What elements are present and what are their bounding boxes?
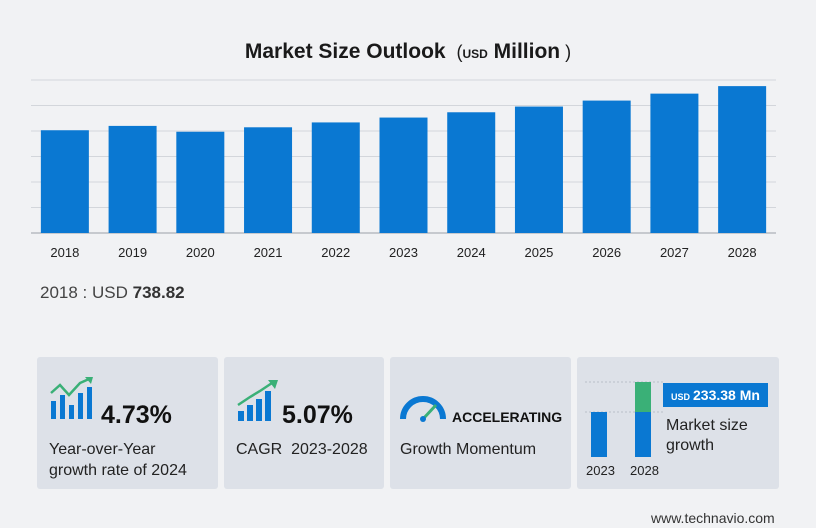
- bar-2022: [311, 122, 360, 233]
- mini-bar-2023: [591, 412, 607, 457]
- bar-2020: [176, 131, 225, 233]
- bar-2026: [582, 100, 631, 234]
- yoy-card: 4.73% Year-over-Year growth rate of 2024: [37, 357, 218, 489]
- bar-2024: [447, 112, 496, 233]
- x-tick-label: 2021: [254, 245, 283, 260]
- title-text: Market Size Outlook: [244, 40, 446, 63]
- bar-2019: [108, 125, 157, 233]
- x-tick-label: 2028: [728, 245, 757, 260]
- market-label-2: growth: [666, 437, 715, 454]
- base-year-value: 2018 : USD 738.82: [40, 283, 185, 303]
- speedometer-icon: [400, 396, 446, 422]
- cagr-card: 5.07% CAGR 2023-2028: [224, 357, 384, 489]
- mini-bar-chart: [585, 381, 665, 457]
- bar-2021: [244, 127, 293, 233]
- momentum-label: Growth Momentum: [400, 441, 537, 458]
- x-tick-label: 2019: [118, 245, 147, 260]
- badge-value: 233.38 Mn: [693, 387, 760, 403]
- chart-title: Market Size Outlook (USD Million ): [244, 40, 572, 63]
- yoy-label-1: Year-over-Year: [49, 441, 156, 458]
- footer-url: www.technavio.com: [651, 510, 775, 526]
- bar-2028: [718, 86, 767, 234]
- title-unit-prefix: USD: [462, 47, 488, 61]
- x-tick-label: 2023: [389, 245, 418, 260]
- bar-2018: [40, 130, 89, 233]
- rising-bars-icon: [237, 380, 278, 421]
- cagr-label: CAGR 2023-2028: [236, 441, 368, 458]
- bar-2025: [514, 106, 563, 233]
- mini-bar-growth: [635, 382, 651, 412]
- bar-2027: [650, 93, 699, 233]
- mini-year-start: 2023: [586, 463, 615, 478]
- x-tick-label: 2027: [660, 245, 689, 260]
- x-tick-label: 2026: [592, 245, 621, 260]
- mini-bar-2028: [635, 412, 651, 457]
- base-year-amount: 738.82: [132, 283, 185, 302]
- x-tick-label: 2022: [321, 245, 350, 260]
- badge-unit: USD: [671, 392, 691, 402]
- title-unit-suffix: Million: [493, 40, 561, 63]
- market-growth-card: 2023 2028 USD 233.38 Mn Market size growt…: [577, 357, 779, 489]
- x-tick-label: 2025: [524, 245, 553, 260]
- market-label-1: Market size: [666, 417, 748, 434]
- growth-chart-icon: [50, 377, 93, 419]
- x-tick-label: 2024: [457, 245, 486, 260]
- momentum-value: ACCELERATING: [452, 409, 563, 425]
- yoy-value: 4.73%: [101, 401, 172, 429]
- base-year-label: 2018 : USD: [40, 283, 128, 302]
- momentum-card: ACCELERATING Growth Momentum: [390, 357, 571, 489]
- yoy-label-2: growth rate of 2024: [49, 462, 187, 479]
- bar-chart: 2018 2019 2020 2021 2022 2023 2024 2025 2026 2027…: [31, 79, 776, 260]
- mini-year-end: 2028: [630, 463, 659, 478]
- cagr-value: 5.07%: [282, 401, 353, 429]
- x-tick-label: 2018: [50, 245, 79, 260]
- growth-badge: USD 233.38 Mn: [663, 383, 768, 407]
- x-tick-label: 2020: [186, 245, 215, 260]
- bar-2023: [379, 117, 428, 233]
